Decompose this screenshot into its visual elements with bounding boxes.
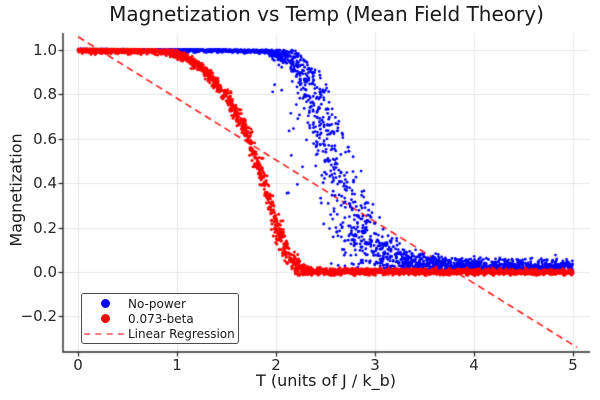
y-tick-label: −0.2	[20, 307, 57, 326]
regression-dash-icon	[84, 332, 124, 335]
legend-item-beta: 0.073-beta	[82, 311, 238, 326]
y-tick-label: 1.0	[33, 41, 57, 60]
legend-label: Linear Regression	[128, 326, 235, 341]
beta-dot-icon	[100, 314, 110, 323]
legend-item-regression: Linear Regression	[82, 326, 238, 341]
legend-item-no-power: No-power	[82, 296, 238, 311]
y-tick-label: 0.2	[33, 218, 57, 237]
y-axis-label: Magnetization	[6, 133, 26, 247]
x-tick-label: 0	[73, 356, 83, 374]
x-tick-label: 5	[568, 356, 578, 374]
legend-label: No-power	[128, 296, 186, 311]
x-tick-label: 2	[271, 356, 281, 374]
y-tick-label: 0.6	[33, 129, 57, 148]
x-tick-label: 4	[469, 356, 479, 374]
chart-title: Magnetization vs Temp (Mean Field Theory…	[109, 2, 544, 26]
no-power-dot-icon	[100, 299, 110, 308]
x-axis-label: T (units of J / k_b)	[256, 371, 396, 390]
y-tick-label: 0.8	[33, 85, 57, 104]
legend-label: 0.073-beta	[128, 311, 194, 326]
y-tick-label: 0.4	[33, 174, 57, 193]
x-tick-label: 1	[172, 356, 182, 374]
x-tick-label: 3	[370, 356, 380, 374]
y-tick-label: 0.0	[33, 263, 57, 282]
legend: No-power 0.073-beta Linear Regression	[81, 293, 239, 344]
